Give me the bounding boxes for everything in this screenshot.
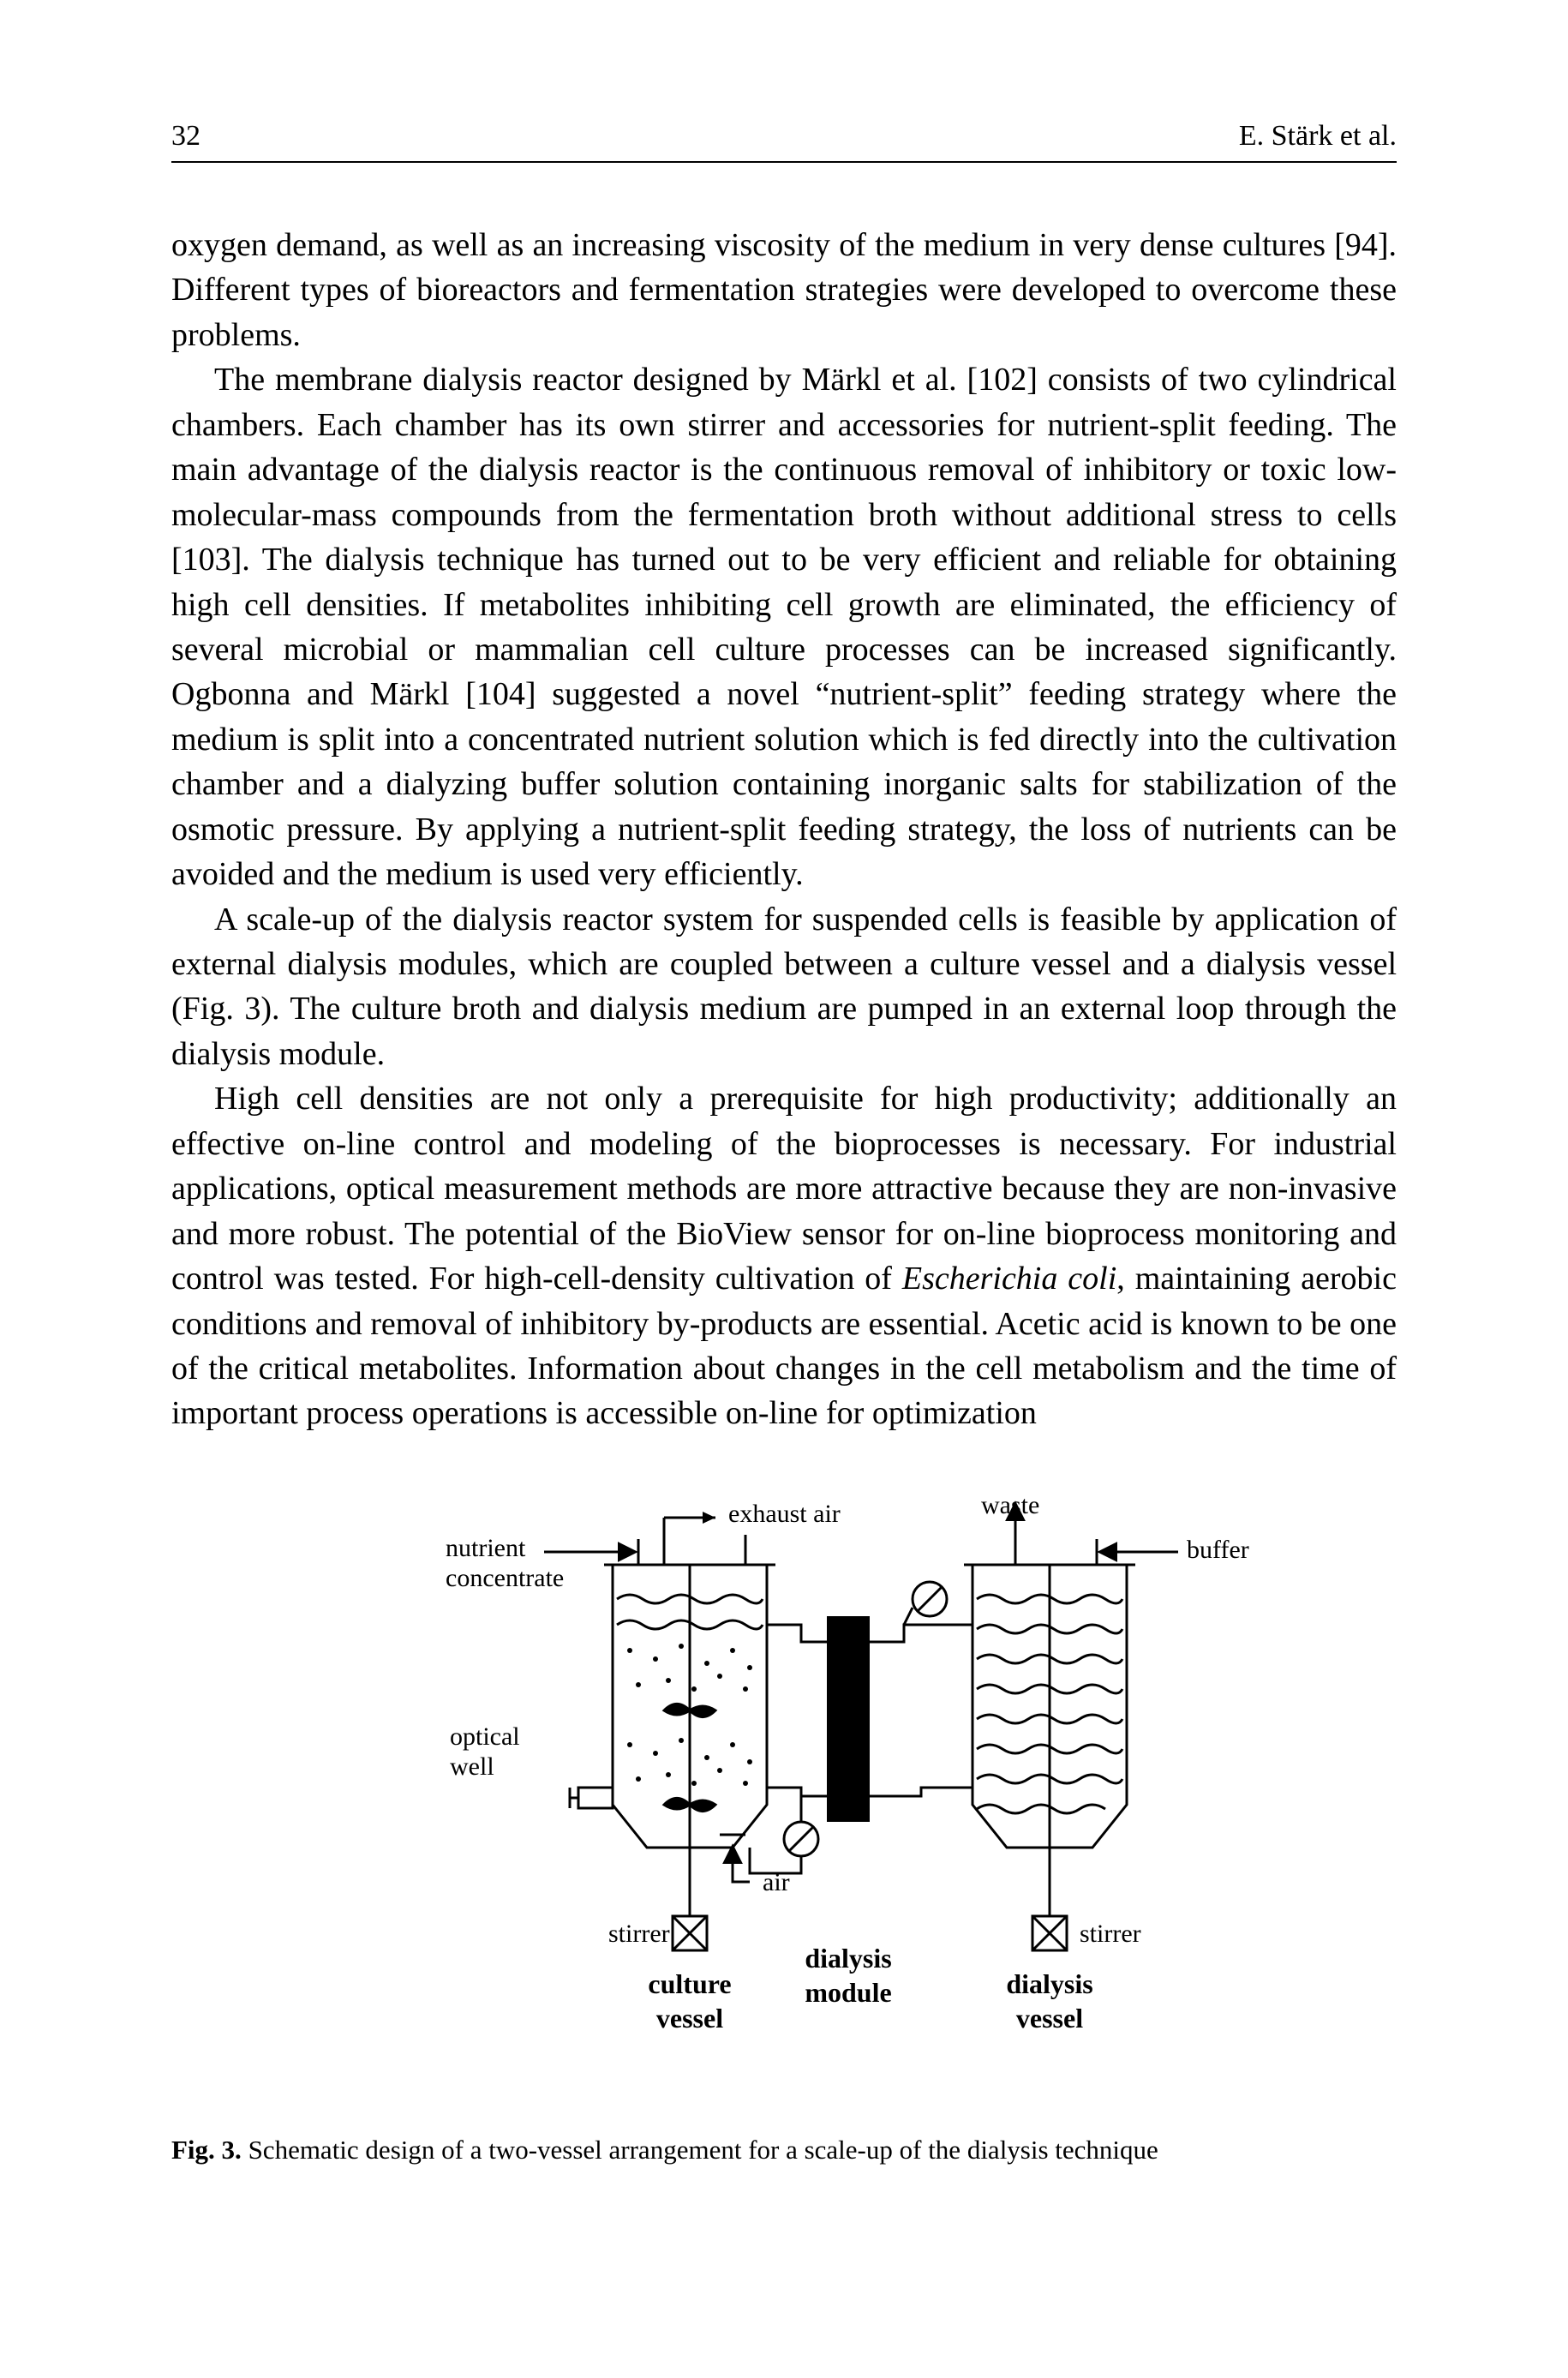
page-number: 32 — [171, 120, 200, 153]
label-concentrate: concentrate — [446, 1564, 564, 1592]
figure-3-svg: nutrient concentrate exhaust air waste b… — [270, 1488, 1298, 2105]
label-culture: culture — [648, 1968, 731, 1999]
paragraph-1: oxygen demand, as well as an increasing … — [171, 223, 1397, 357]
label-buffer: buffer — [1187, 1536, 1249, 1564]
label-vessel-right: vessel — [1016, 2003, 1083, 2034]
paragraph-4-em: Escherichia coli — [902, 1261, 1116, 1297]
page: 32 E. Stärk et al. oxygen demand, as wel… — [0, 0, 1568, 2378]
figure-3: nutrient concentrate exhaust air waste b… — [171, 1488, 1397, 2165]
label-nutrient: nutrient — [446, 1534, 526, 1562]
label-dialysis-mod2: module — [805, 1977, 891, 2008]
label-waste: waste — [981, 1491, 1039, 1519]
label-well: well — [450, 1752, 494, 1781]
label-stirrer-right: stirrer — [1080, 1920, 1141, 1948]
culture-vessel-group — [604, 1535, 775, 1950]
optical-well-port — [570, 1788, 613, 1808]
label-optical: optical — [450, 1722, 520, 1751]
figure-3-caption: Fig. 3. Schematic design of a two-vessel… — [171, 2135, 1397, 2165]
dialysis-module-rect — [827, 1616, 870, 1822]
body-text: oxygen demand, as well as an increasing … — [171, 223, 1397, 1436]
piping-right — [870, 1582, 973, 1796]
label-air: air — [763, 1868, 790, 1896]
paragraph-3: A scale-up of the dialysis reactor syste… — [171, 897, 1397, 1077]
paragraph-4: High cell densities are not only a prere… — [171, 1076, 1397, 1436]
piping-left — [750, 1625, 827, 1873]
running-header: 32 E. Stärk et al. — [171, 120, 1397, 153]
caption-text: Schematic design of a two-vessel arrange… — [242, 2135, 1158, 2165]
label-dialysis: dialysis — [1006, 1968, 1092, 1999]
label-exhaust-air: exhaust air — [728, 1500, 841, 1528]
caption-prefix: Fig. 3. — [171, 2135, 242, 2165]
header-rule — [171, 161, 1397, 163]
running-head: E. Stärk et al. — [1239, 120, 1397, 153]
label-stirrer-left: stirrer — [608, 1920, 670, 1948]
label-vessel-left: vessel — [656, 2003, 723, 2034]
paragraph-2: The membrane dialysis reactor designed b… — [171, 357, 1397, 896]
dialysis-vessel-group — [964, 1535, 1135, 1950]
label-dialysis-mod1: dialysis — [805, 1943, 891, 1974]
